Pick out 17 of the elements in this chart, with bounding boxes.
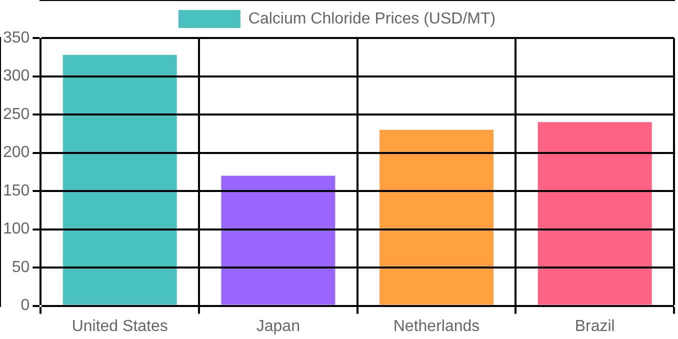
y-tick-label: 100 xyxy=(2,220,30,238)
bar xyxy=(221,176,336,305)
x-tick-label: Japan xyxy=(256,318,300,335)
legend-label: Calcium Chloride Prices (USD/MT) xyxy=(248,10,496,28)
bar xyxy=(62,54,177,305)
y-tick-label: 250 xyxy=(2,106,30,123)
bar xyxy=(380,130,494,305)
x-tick-label: Brazil xyxy=(574,318,615,335)
y-tick-label: 350 xyxy=(2,29,30,46)
bar xyxy=(538,122,652,305)
x-tick-label: United States xyxy=(72,318,168,335)
y-tick-label: 50 xyxy=(12,258,30,276)
y-tick-label: 0 xyxy=(20,297,30,314)
y-tick-label: 150 xyxy=(2,182,30,200)
y-tick-label: 300 xyxy=(2,68,30,85)
x-tick-label: Netherlands xyxy=(393,318,480,335)
y-tick-label: 200 xyxy=(2,144,30,162)
